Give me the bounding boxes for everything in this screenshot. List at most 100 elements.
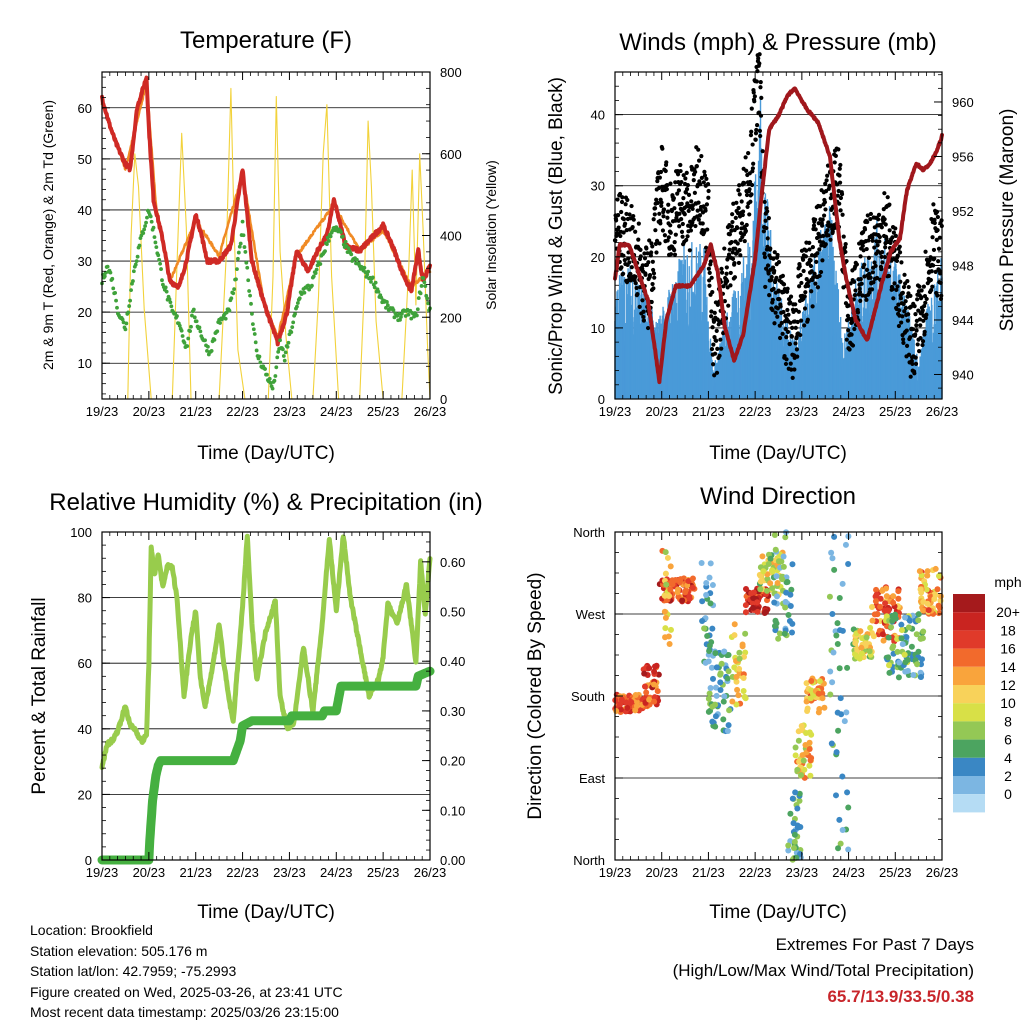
gust-point xyxy=(837,180,843,185)
direction-point xyxy=(646,696,653,703)
gust-point xyxy=(636,237,641,242)
direction-point xyxy=(803,680,810,687)
gust-point xyxy=(753,137,758,142)
dewpoint-point xyxy=(223,316,228,321)
legend-label: 10 xyxy=(1000,695,1016,711)
gust-point xyxy=(699,154,704,159)
gust-point xyxy=(702,173,708,178)
dewpoint-point xyxy=(194,319,199,324)
gust-point xyxy=(709,314,714,319)
gust-point xyxy=(904,328,909,333)
gust-point xyxy=(677,211,682,216)
gust-point xyxy=(807,247,812,252)
y-tick-label: East xyxy=(579,771,605,786)
gust-point xyxy=(797,264,802,269)
y2-tick-label: 0.10 xyxy=(440,803,465,818)
direction-point xyxy=(760,568,767,575)
gust-point xyxy=(910,327,916,332)
gust-point xyxy=(691,178,696,183)
dewpoint-point xyxy=(205,344,210,349)
gust-point xyxy=(776,260,782,265)
dewpoint-point xyxy=(313,271,318,276)
direction-point xyxy=(731,621,738,628)
humidity-precip-axis-layer: 19/23 20/23 21/23 22/23 23/23 24/23 25/23 26/23… xyxy=(70,525,465,880)
direction-point xyxy=(686,594,693,601)
gust-point xyxy=(894,258,900,264)
y-tick-label: North xyxy=(573,525,605,540)
direction-point xyxy=(769,567,776,574)
gust-point xyxy=(638,254,643,259)
dewpoint-point xyxy=(307,287,312,292)
gust-point xyxy=(758,85,763,90)
gust-point xyxy=(680,234,685,239)
direction-point xyxy=(868,604,875,611)
legend-swatch xyxy=(953,703,985,722)
gust-point xyxy=(661,207,667,212)
gust-point xyxy=(802,294,807,299)
dewpoint-point xyxy=(252,332,257,336)
gust-point xyxy=(893,233,898,238)
gust-point xyxy=(668,223,673,228)
gust-point xyxy=(818,204,823,209)
direction-point xyxy=(734,686,741,693)
direction-point xyxy=(786,617,793,624)
dewpoint-point xyxy=(370,275,375,280)
gust-point xyxy=(821,213,827,218)
gust-point xyxy=(730,219,735,225)
dewpoint-point xyxy=(362,265,367,270)
gust-point xyxy=(895,253,900,258)
direction-point xyxy=(819,695,826,702)
gust-point xyxy=(828,237,833,242)
gust-point xyxy=(734,200,739,205)
gust-point xyxy=(744,222,749,228)
gust-point xyxy=(654,238,660,243)
gust-point xyxy=(644,246,649,251)
gust-point xyxy=(906,284,911,290)
gust-point xyxy=(700,221,705,226)
direction-point xyxy=(815,690,822,697)
legend-swatch xyxy=(953,721,985,740)
direction-point xyxy=(831,533,838,540)
gust-point xyxy=(866,238,871,243)
gust-point xyxy=(801,268,806,274)
gust-point xyxy=(832,160,837,165)
dewpoint-point xyxy=(143,224,148,228)
gust-point xyxy=(743,228,748,234)
gust-point xyxy=(649,299,654,305)
gust-point xyxy=(777,297,782,302)
dewpoint-point xyxy=(127,304,132,308)
direction-point xyxy=(791,838,798,845)
gust-point xyxy=(928,277,933,283)
direction-point xyxy=(858,650,865,657)
gust-point xyxy=(880,250,885,255)
gust-point xyxy=(864,267,870,272)
direction-point xyxy=(845,804,852,811)
direction-point xyxy=(828,549,835,556)
direction-point xyxy=(736,665,743,672)
dewpoint-point xyxy=(291,320,296,325)
dewpoint-point xyxy=(186,336,191,341)
y-tick-label: West xyxy=(576,607,606,622)
gust-point xyxy=(750,166,756,171)
x-tick-label: 23/23 xyxy=(786,404,819,419)
direction-point xyxy=(920,598,927,605)
gust-point xyxy=(751,90,756,95)
gust-point xyxy=(732,275,738,280)
gust-point xyxy=(892,281,897,286)
gust-point xyxy=(858,277,863,282)
gust-point xyxy=(781,282,787,287)
direction-point xyxy=(832,792,839,799)
dewpoint-point xyxy=(283,350,288,355)
rainfall-line xyxy=(97,666,435,865)
gust-point xyxy=(788,320,793,325)
gust-point xyxy=(685,234,690,239)
y-tick-label: 0 xyxy=(85,853,92,868)
gust-point xyxy=(762,251,767,256)
gust-point xyxy=(626,256,631,261)
y2-tick-label: 0.00 xyxy=(440,853,465,868)
gust-point xyxy=(875,243,880,248)
direction-point xyxy=(906,617,913,624)
gust-point xyxy=(772,321,777,326)
gust-point xyxy=(823,189,829,194)
gust-point xyxy=(665,215,670,220)
